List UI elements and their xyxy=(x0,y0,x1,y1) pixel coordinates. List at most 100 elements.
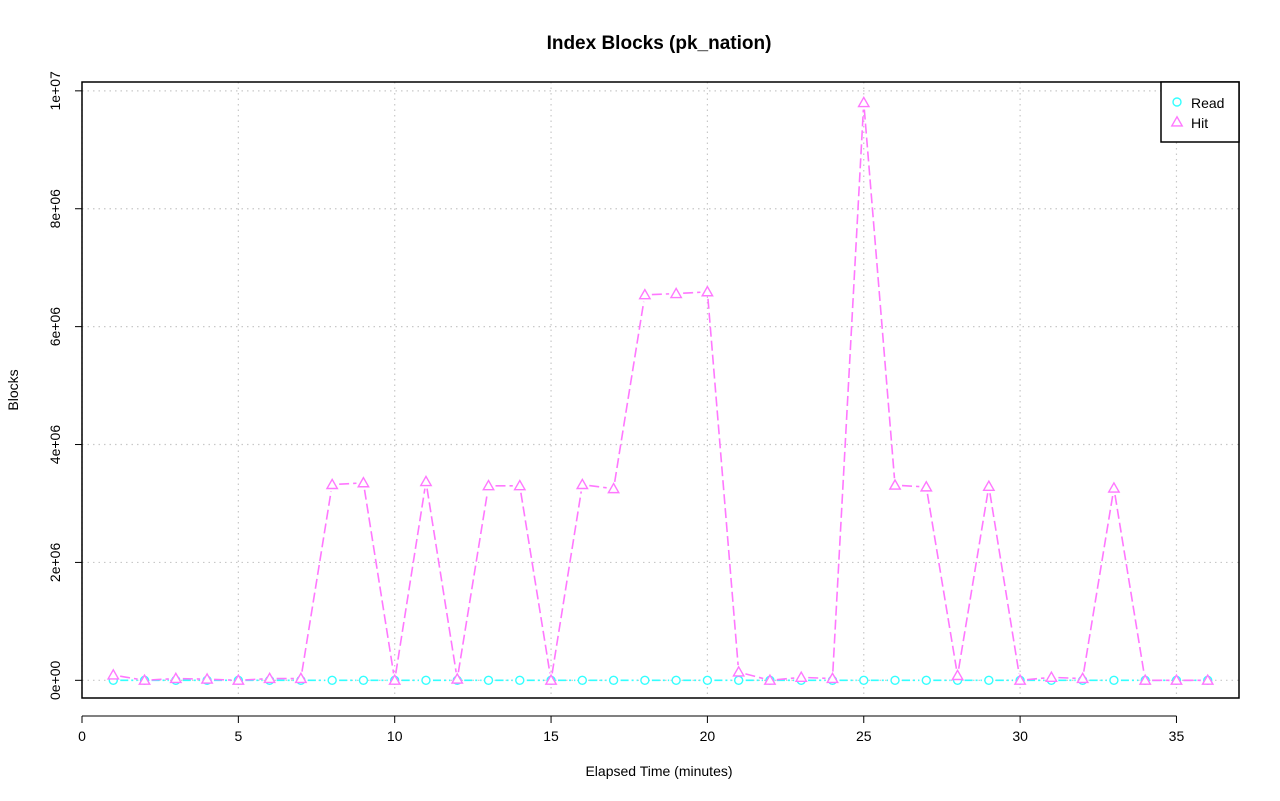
data-point-hit xyxy=(732,665,746,677)
legend-marker-read xyxy=(1172,97,1182,107)
data-point-hit xyxy=(482,479,495,491)
data-point-hit xyxy=(325,477,339,490)
data-point-hit xyxy=(1138,673,1152,685)
data-point-hit xyxy=(638,288,652,300)
data-point-hit xyxy=(169,671,183,684)
data-point-hit xyxy=(607,482,621,494)
series-line-segment xyxy=(808,676,826,680)
series-line-segment xyxy=(589,484,607,489)
data-point-hit xyxy=(200,672,214,684)
data-point-hit xyxy=(888,478,902,490)
series-hit xyxy=(106,96,1215,685)
x-tick-label: 25 xyxy=(856,728,872,744)
data-point-hit xyxy=(106,668,120,680)
chart-title: Index Blocks (pk_nation) xyxy=(547,33,772,54)
plot-frame xyxy=(81,81,1240,699)
x-tick-label: 15 xyxy=(543,728,559,744)
x-tick-label: 10 xyxy=(387,728,403,744)
legend: Read Hit xyxy=(1160,81,1240,143)
series-line-segment xyxy=(551,491,583,674)
x-axis: 0 5 10 15 20 25 30 35 xyxy=(78,715,1185,744)
data-point-hit xyxy=(294,671,308,684)
series-line-segment xyxy=(245,678,263,681)
legend-box xyxy=(1160,81,1240,143)
legend-marker-hit xyxy=(1170,115,1184,127)
data-point-hit xyxy=(1076,671,1090,684)
y-tick-label: 0e+00 xyxy=(47,660,63,700)
y-tick-label: 1e+07 xyxy=(47,71,63,111)
y-axis: 0e+00 2e+06 4e+06 6e+06 8e+06 1e+07 xyxy=(47,71,83,700)
y-tick-label: 2e+06 xyxy=(47,543,63,583)
data-point-hit xyxy=(919,480,933,492)
data-point-read xyxy=(640,675,650,686)
series-line-segment xyxy=(863,109,896,479)
data-point-read xyxy=(921,675,931,686)
grid-lines xyxy=(81,82,1239,698)
series-line-segment xyxy=(363,489,395,674)
legend-label-read: Read xyxy=(1191,95,1224,111)
series-line-segment xyxy=(301,491,332,672)
series-line-segment xyxy=(1082,494,1114,672)
series-line-segment xyxy=(745,673,764,680)
data-point-read xyxy=(577,675,588,686)
series-line-segment xyxy=(707,298,739,666)
data-point-read xyxy=(358,675,369,686)
series-line-segment xyxy=(1114,494,1145,674)
data-point-read xyxy=(1109,675,1119,686)
data-point-hit xyxy=(1013,673,1027,685)
data-point-hit xyxy=(1044,670,1058,682)
data-point-hit xyxy=(1170,673,1183,685)
data-point-hit xyxy=(794,670,808,682)
data-point-hit xyxy=(263,671,277,684)
data-point-hit xyxy=(231,673,245,685)
series-line-segment xyxy=(457,492,489,673)
series-line-segment xyxy=(651,293,670,296)
data-point-read xyxy=(515,675,525,686)
data-point-hit xyxy=(138,673,151,685)
data-point-hit xyxy=(1201,673,1215,685)
series-line-segment xyxy=(989,493,1020,674)
series-line-segment xyxy=(520,492,551,674)
series-line-segment xyxy=(683,291,701,295)
x-tick-label: 5 xyxy=(234,728,242,744)
data-point-hit xyxy=(700,285,714,297)
data-point-read xyxy=(483,675,494,686)
series-line-segment xyxy=(832,109,865,672)
series-line-segment xyxy=(395,488,426,674)
series-line-segment xyxy=(151,678,169,681)
data-point-hit xyxy=(857,96,871,108)
series-line-segment xyxy=(957,493,989,669)
series-line-segment xyxy=(1027,677,1045,681)
x-tick-label: 30 xyxy=(1012,728,1028,744)
series-line-segment xyxy=(214,678,232,681)
data-point-hit xyxy=(1107,481,1121,493)
data-point-read xyxy=(702,675,713,686)
x-tick-label: 35 xyxy=(1169,728,1185,744)
data-point-hit xyxy=(669,287,683,299)
data-point-read xyxy=(733,675,744,686)
series-line-segment xyxy=(120,675,138,680)
y-axis-label: Blocks xyxy=(5,369,21,410)
series-line-segment xyxy=(901,484,920,488)
y-tick-label: 6e+06 xyxy=(47,307,63,347)
data-point-read xyxy=(671,675,681,686)
series-line-segment xyxy=(339,482,357,486)
data-point-read xyxy=(984,675,994,686)
legend-label-hit: Hit xyxy=(1191,115,1208,131)
y-tick-label: 4e+06 xyxy=(47,425,63,465)
y-tick-label: 8e+06 xyxy=(47,189,63,229)
data-point-hit xyxy=(357,476,370,488)
data-point-hit xyxy=(982,479,996,491)
data-point-read xyxy=(890,675,900,686)
data-point-hit xyxy=(826,671,839,684)
data-point-hit xyxy=(388,673,402,685)
series-line-segment xyxy=(613,301,645,482)
data-point-hit xyxy=(544,673,558,685)
data-point-read xyxy=(327,675,337,686)
series-layer xyxy=(106,96,1215,686)
data-point-hit xyxy=(951,668,964,681)
x-tick-label: 0 xyxy=(78,728,86,744)
data-point-hit xyxy=(513,479,527,491)
x-tick-label: 20 xyxy=(700,728,716,744)
